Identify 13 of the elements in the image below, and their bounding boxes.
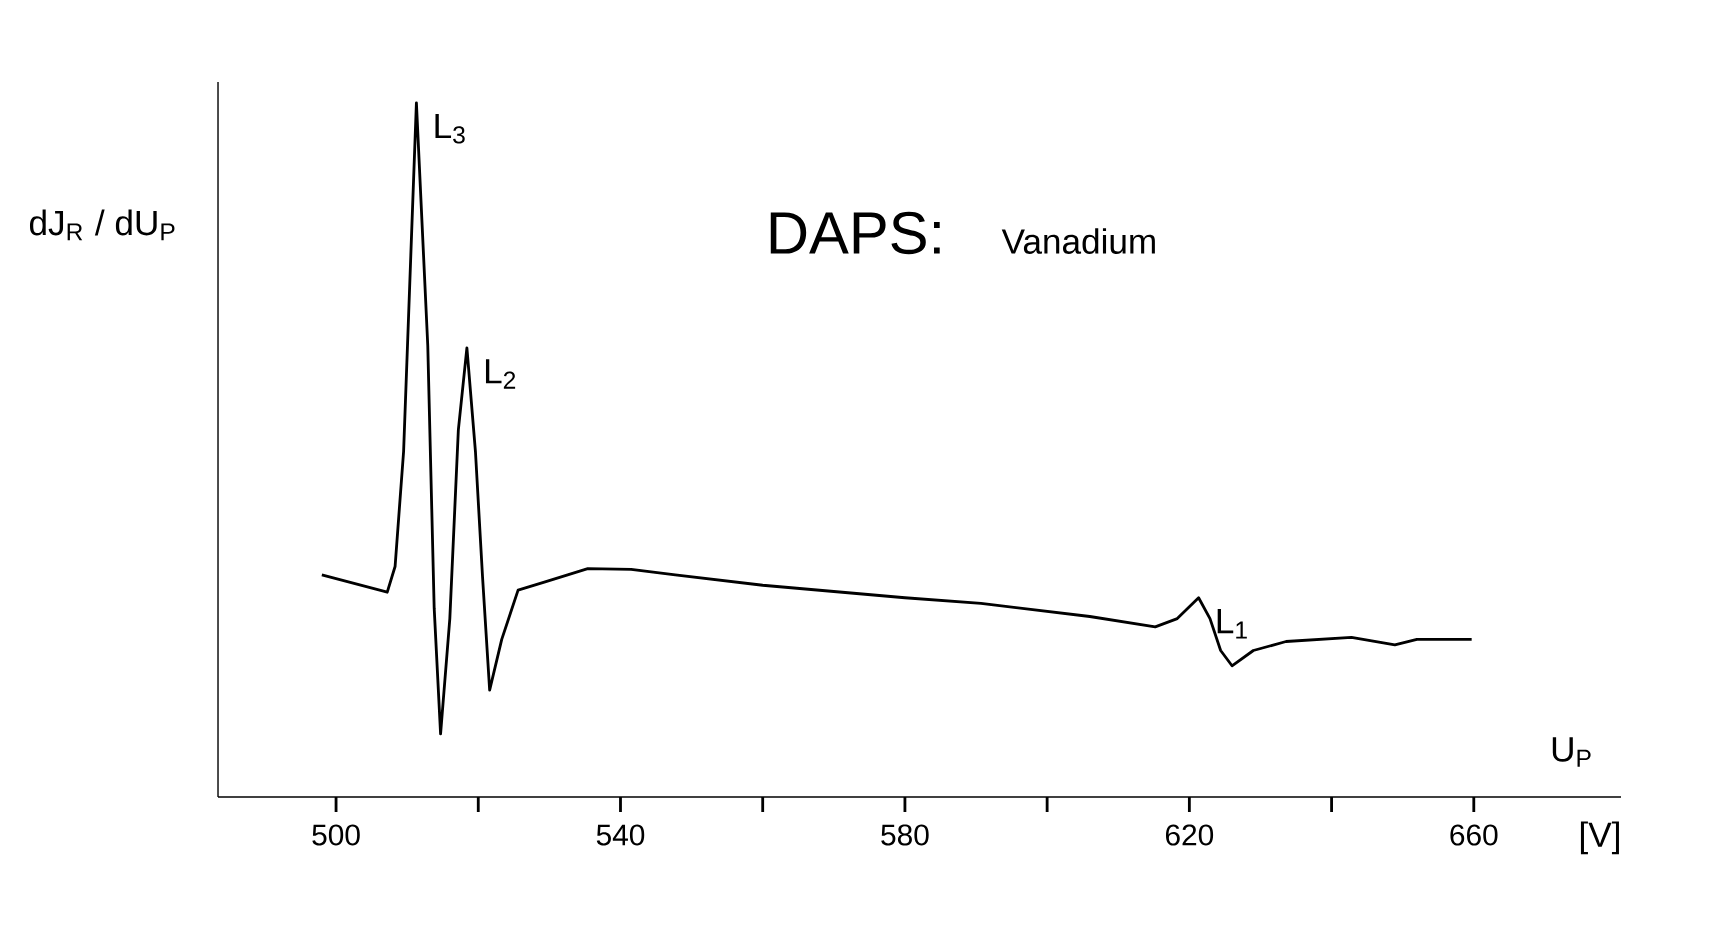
annotation: L$_{3}$ — [435, 113, 465, 144]
x-tick-label: 620 — [1165, 824, 1214, 846]
text: [V] — [1580, 821, 1619, 855]
x-tick-label: 540 — [596, 824, 645, 846]
x-tick-label: 660 — [1450, 824, 1498, 846]
y-axis-title: dJ$_{R}$ / dU$_{P}$ — [29, 209, 175, 241]
text: Vanadium — [1001, 228, 1155, 254]
text: DAPS: — [770, 211, 940, 255]
annotation: L$_{2}$ — [485, 359, 516, 389]
x-axis-title: U$_{P}$ — [1552, 737, 1591, 767]
x-tick-label: 500 — [312, 824, 360, 846]
x-tick-label: 580 — [881, 824, 929, 846]
annotation: L$_{1}$ — [1217, 609, 1247, 639]
